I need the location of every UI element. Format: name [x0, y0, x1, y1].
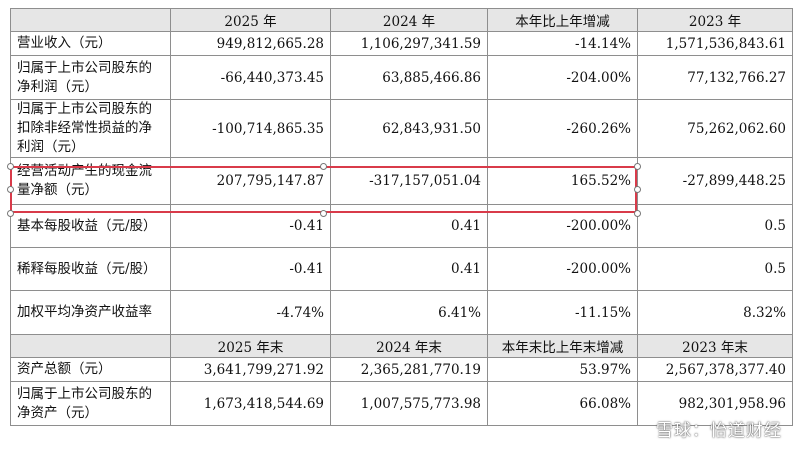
value-cell: 2,365,281,770.19: [330, 357, 488, 382]
selection-handle[interactable]: [634, 210, 641, 217]
header-cell: [10, 8, 171, 32]
change-cell: 165.52%: [487, 157, 638, 205]
selection-handle[interactable]: [634, 186, 641, 193]
row-label: 资产总额（元）: [10, 357, 171, 382]
header-cell: 2024 年末: [330, 334, 488, 358]
table-row: 归属于上市公司股东的扣除非经常性损益的净利润（元） -100,714,865.3…: [10, 99, 793, 158]
value-cell: 207,795,147.87: [170, 157, 331, 205]
header-cell: 2025 年末: [170, 334, 331, 358]
value-cell: 6.41%: [330, 290, 488, 335]
change-cell: -260.26%: [487, 99, 638, 158]
value-cell: 0.41: [330, 204, 488, 248]
value-cell: 3,641,799,271.92: [170, 357, 331, 382]
value-cell: 63,885,466.86: [330, 55, 488, 100]
selection-handle[interactable]: [320, 163, 327, 170]
value-cell: 0.41: [330, 247, 488, 291]
value-cell: -66,440,373.45: [170, 55, 331, 100]
table-row: 加权平均净资产收益率 -4.74% 6.41% -11.15% 8.32%: [10, 290, 793, 335]
table-row: 稀释每股收益（元/股） -0.41 0.41 -200.00% 0.5: [10, 247, 793, 291]
table-row: 归属于上市公司股东的净利润（元） -66,440,373.45 63,885,4…: [10, 55, 793, 100]
change-cell: -14.14%: [487, 31, 638, 56]
row-label: 经营活动产生的现金流量净额（元）: [10, 157, 171, 205]
row-label: 基本每股收益（元/股）: [10, 204, 171, 248]
row-label: 稀释每股收益（元/股）: [10, 247, 171, 291]
selection-handle[interactable]: [634, 163, 641, 170]
value-cell: 75,262,062.60: [637, 99, 793, 158]
header-cell: [10, 334, 171, 358]
header-cell: 本年末比上年末增减: [487, 334, 638, 358]
table-row: 营业收入（元） 949,812,665.28 1,106,297,341.59 …: [10, 31, 793, 56]
watermark: 雪球：怡道财经: [656, 421, 782, 441]
change-cell: -200.00%: [487, 204, 638, 248]
value-cell: -100,714,865.35: [170, 99, 331, 158]
change-cell: -204.00%: [487, 55, 638, 100]
table-row: 归属于上市公司股东的净资产（元） 1,673,418,544.69 1,007,…: [10, 381, 793, 426]
value-cell: 0.5: [637, 247, 793, 291]
table-row: 基本每股收益（元/股） -0.41 0.41 -200.00% 0.5: [10, 204, 793, 248]
header-cell: 2023 年末: [637, 334, 793, 358]
table-row-highlighted: 经营活动产生的现金流量净额（元） 207,795,147.87 -317,157…: [10, 157, 793, 205]
financial-summary-table: 2025 年 2024 年 本年比上年增减 2023 年 营业收入（元） 949…: [10, 8, 793, 426]
value-cell: 1,571,536,843.61: [637, 31, 793, 56]
selection-handle[interactable]: [7, 186, 14, 193]
value-cell: 2,567,378,377.40: [637, 357, 793, 382]
value-cell: 8.32%: [637, 290, 793, 335]
header-cell: 本年比上年增减: [487, 8, 638, 32]
row-label: 加权平均净资产收益率: [10, 290, 171, 335]
value-cell: 1,106,297,341.59: [330, 31, 488, 56]
value-cell: -4.74%: [170, 290, 331, 335]
value-cell: 982,301,958.96: [637, 381, 793, 426]
value-cell: -0.41: [170, 204, 331, 248]
row-label: 归属于上市公司股东的净资产（元）: [10, 381, 171, 426]
table-row: 资产总额（元） 3,641,799,271.92 2,365,281,770.1…: [10, 357, 793, 382]
selection-handle[interactable]: [7, 163, 14, 170]
value-cell: 77,132,766.27: [637, 55, 793, 100]
header-row-year-end: 2025 年末 2024 年末 本年末比上年末增减 2023 年末: [10, 334, 793, 358]
change-cell: -11.15%: [487, 290, 638, 335]
value-cell: 0.5: [637, 204, 793, 248]
row-label: 归属于上市公司股东的净利润（元）: [10, 55, 171, 100]
change-cell: 53.97%: [487, 357, 638, 382]
row-label: 营业收入（元）: [10, 31, 171, 56]
value-cell: -27,899,448.25: [637, 157, 793, 205]
selection-handle[interactable]: [320, 210, 327, 217]
value-cell: 1,673,418,544.69: [170, 381, 331, 426]
value-cell: -317,157,051.04: [330, 157, 488, 205]
value-cell: 1,007,575,773.98: [330, 381, 488, 426]
selection-handle[interactable]: [7, 210, 14, 217]
header-row-years: 2025 年 2024 年 本年比上年增减 2023 年: [10, 8, 793, 32]
header-cell: 2025 年: [170, 8, 331, 32]
header-cell: 2023 年: [637, 8, 793, 32]
header-cell: 2024 年: [330, 8, 488, 32]
change-cell: 66.08%: [487, 381, 638, 426]
row-label: 归属于上市公司股东的扣除非经常性损益的净利润（元）: [10, 99, 171, 158]
change-cell: -200.00%: [487, 247, 638, 291]
value-cell: 62,843,931.50: [330, 99, 488, 158]
value-cell: -0.41: [170, 247, 331, 291]
value-cell: 949,812,665.28: [170, 31, 331, 56]
